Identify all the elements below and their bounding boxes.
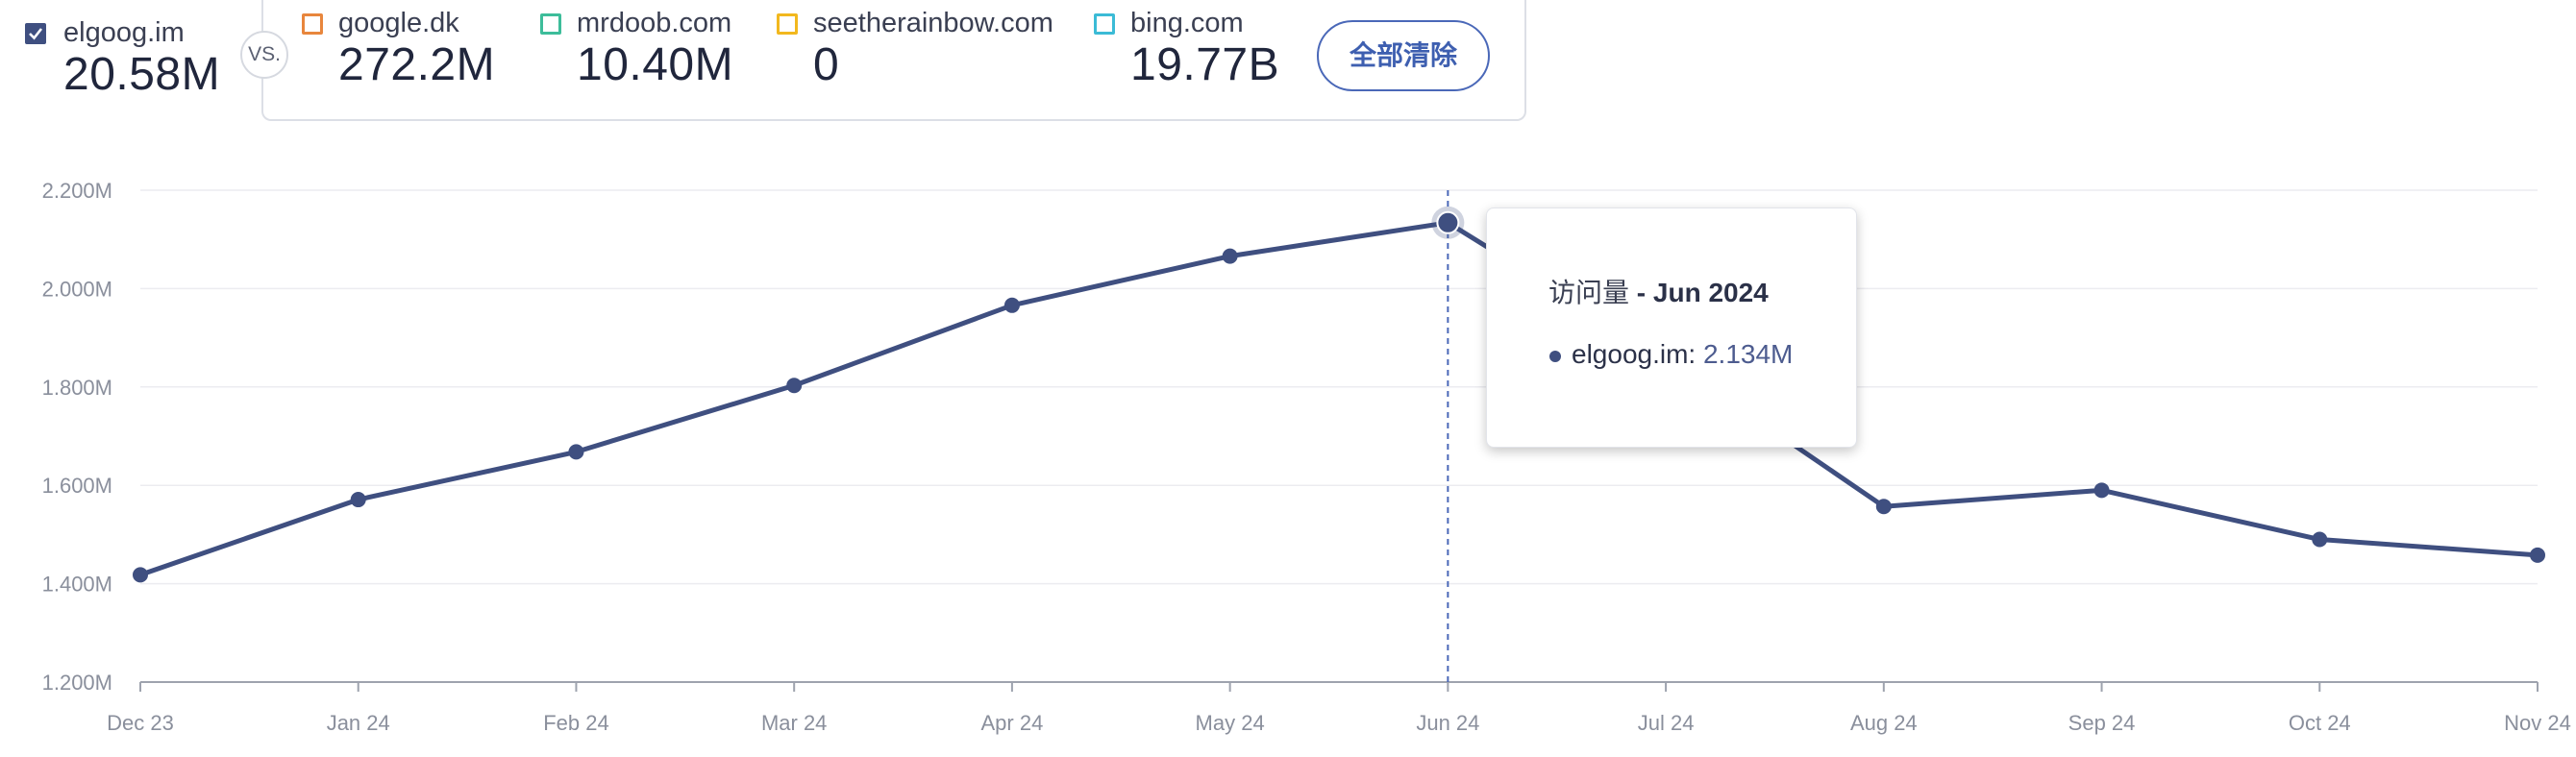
y-tick-label: 1.800M: [42, 376, 112, 400]
data-point: [1875, 499, 1892, 515]
data-point: [133, 567, 148, 583]
data-point: [2093, 482, 2110, 499]
elgoog-checkbox[interactable]: [25, 23, 46, 44]
competitor-value-google-dk: 272.2M: [338, 39, 496, 90]
series-line-elgoog: [139, 220, 2539, 577]
tooltip-series-dot: [1549, 351, 1561, 362]
data-point: [1003, 297, 1020, 313]
clear-all-button[interactable]: 全部清除: [1317, 20, 1490, 91]
x-tick-label: Apr 24: [980, 711, 1043, 735]
data-point: [568, 444, 584, 460]
x-tick-label: Sep 24: [2068, 711, 2136, 735]
data-point: [1222, 248, 1238, 264]
primary-site-value: 20.58M: [63, 49, 221, 100]
tooltip-value: 2.134M: [1702, 339, 1794, 369]
competitor-value-bing: 19.77B: [1130, 39, 1280, 90]
tooltip-title: 访问量 - Jun 2024: [1548, 272, 1769, 310]
x-tick-label: Feb 24: [543, 711, 609, 735]
competitor-name-google-dk: google.dk: [338, 8, 459, 38]
primary-site-name: elgoog.im: [63, 17, 185, 48]
mrdoob-checkbox[interactable]: [540, 13, 561, 35]
competitor-name-bing: bing.com: [1130, 8, 1244, 38]
x-tick-label: May 24: [1196, 711, 1265, 735]
x-tick-label: Dec 23: [107, 711, 174, 735]
x-tick-label: Jan 24: [327, 711, 390, 735]
y-tick-label: 1.600M: [42, 474, 112, 498]
tooltip-period: Jun 2024: [1652, 278, 1769, 307]
tooltip-metric: 访问量: [1548, 278, 1630, 307]
chart-tooltip: 访问量 - Jun 2024 elgoog.im: 2.134M: [1486, 208, 1857, 448]
competitor-value-mrdoob: 10.40M: [577, 39, 734, 90]
competitor-name-seetherainbow: seetherainbow.com: [813, 8, 1053, 38]
seetherainbow-checkbox[interactable]: [777, 13, 798, 35]
x-tick-label: Nov 24: [2504, 711, 2571, 735]
data-point-highlighted: [1436, 210, 1460, 234]
data-point: [350, 492, 366, 508]
competitor-value-seetherainbow: 0: [813, 39, 840, 90]
tooltip-series-name: elgoog.im:: [1572, 339, 1697, 369]
data-point: [786, 378, 803, 394]
y-tick-label: 1.200M: [42, 671, 112, 695]
bing-checkbox[interactable]: [1094, 13, 1115, 35]
tooltip-row: elgoog.im: 2.134M: [1572, 339, 1793, 370]
google-dk-checkbox[interactable]: [302, 13, 323, 35]
x-tick-label: Jul 24: [1638, 711, 1695, 735]
competitor-name-mrdoob: mrdoob.com: [577, 8, 732, 38]
x-tick-label: Mar 24: [761, 711, 827, 735]
vs-badge: VS.: [240, 31, 288, 79]
data-point: [2530, 547, 2545, 563]
tooltip-separator: -: [1629, 278, 1653, 307]
y-tick-label: 2.200M: [42, 179, 112, 203]
x-tick-label: Aug 24: [1850, 711, 1918, 735]
y-tick-label: 2.000M: [42, 277, 112, 301]
data-point: [2312, 531, 2328, 548]
x-tick-label: Jun 24: [1416, 711, 1479, 735]
y-tick-label: 1.400M: [42, 573, 112, 597]
x-tick-label: Oct 24: [2289, 711, 2351, 735]
